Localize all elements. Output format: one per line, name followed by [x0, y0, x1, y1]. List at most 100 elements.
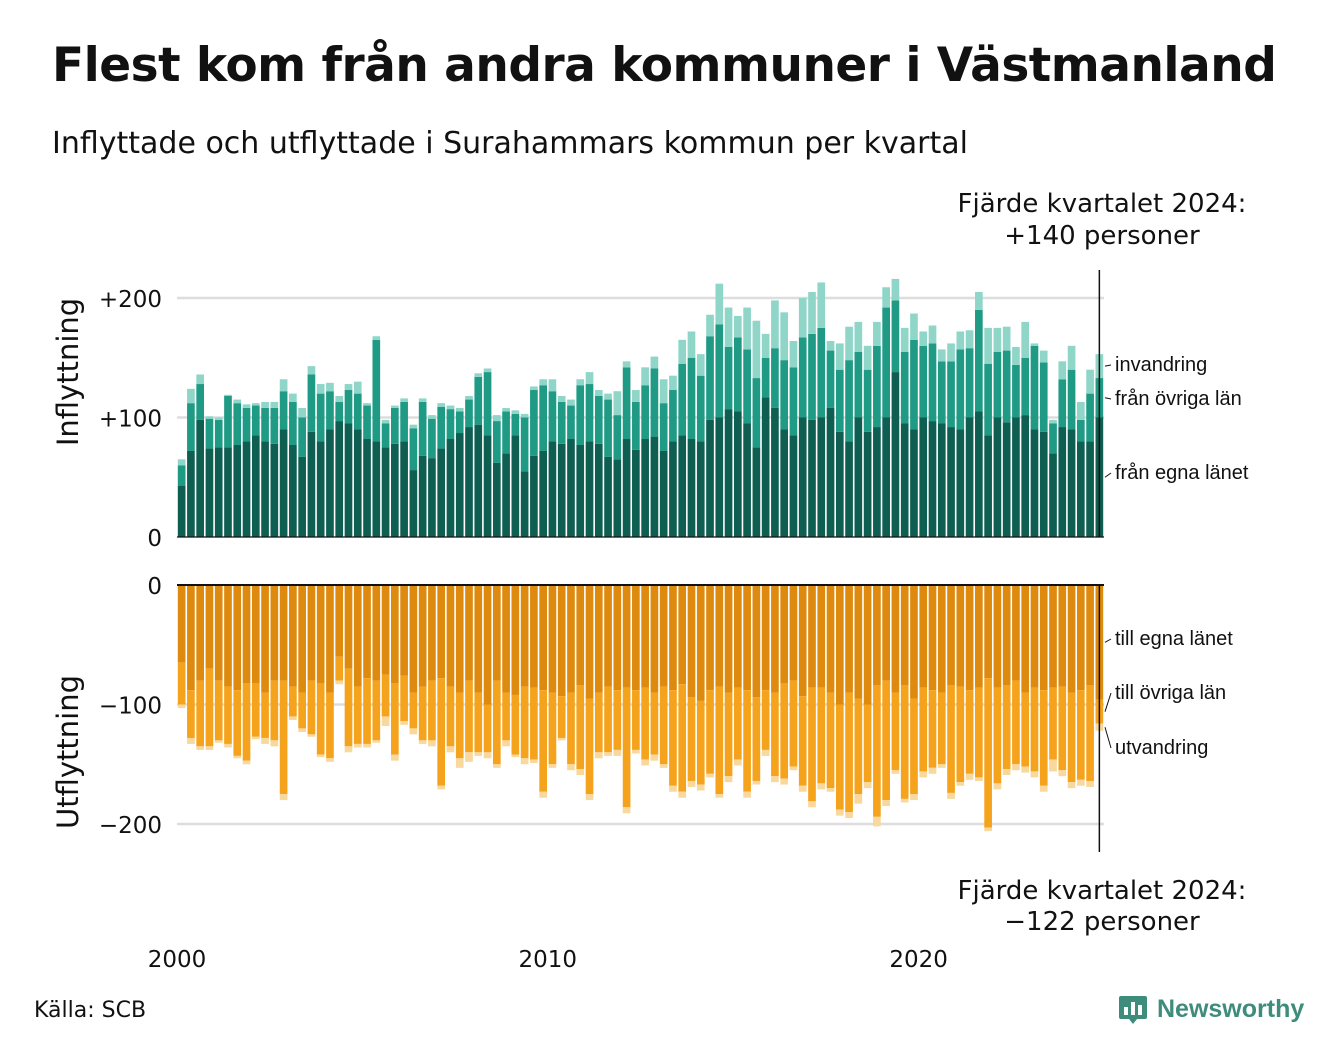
bar-out-2017K2-s0: [817, 585, 826, 688]
bar-out-2024K1-s1: [1067, 692, 1076, 783]
bar-in-2016K4-s0: [798, 417, 807, 537]
bar-in-2000K3-s2: [196, 374, 205, 385]
bar-in-2011K3-s2: [604, 393, 612, 400]
x-tick-label: 2010: [519, 947, 578, 973]
bar-in-2024K1-s2: [1067, 345, 1076, 370]
bar-in-2019K4-s1: [910, 339, 918, 430]
bar-out-2010K4-s0: [576, 585, 585, 686]
bar-in-2002K3-s1: [270, 407, 279, 444]
bar-out-2012K4-s1: [650, 692, 659, 755]
bar-out-2020K4-s2: [947, 792, 955, 799]
bar-in-2007K4-s0: [465, 427, 473, 537]
bar-in-2022K3-s1: [1012, 364, 1020, 418]
bar-out-2016K1-s0: [771, 585, 779, 693]
series-label-out-1: till övriga län: [1115, 682, 1226, 704]
bar-in-2005K4-s1: [391, 407, 399, 444]
bar-in-2019K3-s1: [900, 351, 909, 424]
bar-in-2012K1-s2: [622, 361, 631, 368]
bar-in-2004K3-s2: [344, 384, 353, 391]
bar-out-2001K2-s2: [224, 743, 232, 748]
bar-in-2008K1-s2: [474, 373, 483, 377]
bar-out-2006K1-s2: [400, 721, 408, 725]
bar-out-2017K1-s1: [808, 687, 816, 802]
bar-in-2013K4-s0: [687, 439, 696, 537]
series-leader: [1104, 638, 1112, 643]
bar-out-2023K2-s2: [1039, 785, 1048, 792]
bar-out-2011K2-s1: [594, 692, 603, 753]
bar-out-2003K4-s2: [316, 754, 325, 758]
bar-out-2004K3-s2: [344, 746, 353, 753]
bar-in-2006K3-s0: [418, 455, 427, 537]
bar-in-2007K4-s1: [465, 399, 473, 428]
bar-out-2023K2-s1: [1039, 690, 1048, 786]
bar-out-2023K4-s0: [1058, 585, 1067, 687]
bar-out-2000K4-s1: [205, 668, 214, 747]
bar-in-2017K3-s0: [826, 407, 835, 537]
brand-logo-group[interactable]: Newsworthy: [1117, 993, 1304, 1025]
bar-in-2009K3-s0: [530, 455, 538, 537]
bar-in-2014K2-s2: [706, 314, 714, 337]
bar-in-2014K3-s1: [715, 324, 724, 418]
bar-out-2019K4-s0: [910, 585, 918, 699]
bar-in-2008K2-s1: [483, 372, 492, 436]
bar-in-2015K4-s0: [761, 397, 770, 537]
bar-out-2008K4-s2: [502, 740, 510, 747]
bar-out-2007K3-s2: [455, 758, 464, 768]
bar-out-2015K2-s1: [743, 690, 751, 792]
bar-in-2004K2-s0: [335, 421, 344, 537]
outflow-grid: [177, 703, 1104, 826]
bar-out-2007K1-s2: [437, 785, 446, 790]
bar-out-2013K2-s2: [669, 785, 677, 792]
bar-in-2000K1-s1: [177, 465, 186, 486]
bar-in-2009K3-s1: [530, 390, 538, 456]
bar-out-2002K1-s2: [251, 736, 260, 740]
bar-out-2021K2-s2: [965, 773, 974, 780]
bar-out-2023K4-s2: [1058, 770, 1067, 777]
bar-in-2013K3-s0: [678, 435, 687, 537]
bar-out-2014K3-s1: [715, 686, 724, 795]
bar-in-2017K4-s2: [835, 343, 844, 370]
bar-out-2020K3-s0: [937, 585, 946, 693]
bar-in-2011K4-s1: [613, 415, 622, 460]
bar-in-2011K1-s1: [585, 384, 594, 442]
series-leader: [1104, 692, 1112, 712]
bar-in-2009K3-s2: [530, 386, 538, 391]
bar-in-2010K1-s1: [548, 391, 557, 442]
bar-out-2004K3-s1: [344, 668, 353, 747]
bar-in-2010K4-s0: [576, 444, 585, 537]
bar-out-2016K2-s2: [780, 778, 789, 785]
bar-out-2013K3-s2: [678, 791, 687, 798]
bar-out-2008K1-s2: [474, 752, 483, 756]
bar-out-2021K1-s2: [956, 782, 965, 786]
bar-in-2006K2-s0: [409, 470, 418, 537]
bar-in-2009K4-s1: [539, 385, 547, 451]
bar-out-2003K3-s1: [307, 680, 316, 735]
bar-out-2006K2-s0: [409, 585, 418, 693]
bar-out-2019K4-s1: [910, 698, 918, 795]
bar-in-2008K3-s2: [492, 415, 501, 422]
bar-out-2012K2-s0: [632, 585, 640, 691]
bar-in-2021K1-s0: [956, 429, 965, 537]
bar-out-2009K2-s0: [520, 585, 529, 687]
bar-out-2008K3-s2: [492, 764, 501, 768]
bar-in-2010K3-s1: [567, 405, 575, 440]
bar-out-2019K2-s0: [891, 585, 900, 693]
bar-out-2017K3-s0: [826, 585, 835, 693]
series-label-out-2: utvandring: [1115, 737, 1208, 759]
bar-in-2021K1-s2: [956, 331, 965, 350]
bar-out-2004K4-s1: [353, 686, 362, 744]
bar-in-2018K3-s1: [863, 369, 872, 432]
bar-out-2009K3-s1: [530, 687, 538, 760]
bar-in-2010K2-s2: [557, 395, 566, 402]
bar-in-2011K2-s2: [594, 390, 603, 396]
bar-out-2011K2-s0: [594, 585, 603, 693]
bar-in-2018K4-s0: [873, 427, 881, 537]
bar-in-2016K3-s0: [789, 435, 798, 537]
bar-in-2023K1-s0: [1030, 429, 1039, 537]
bar-out-2016K1-s1: [771, 692, 779, 777]
bar-in-2006K1-s0: [400, 441, 408, 537]
bar-out-2024K2-s0: [1076, 585, 1085, 691]
bar-out-2024K3-s0: [1086, 585, 1094, 686]
bar-out-2013K3-s1: [678, 684, 687, 792]
